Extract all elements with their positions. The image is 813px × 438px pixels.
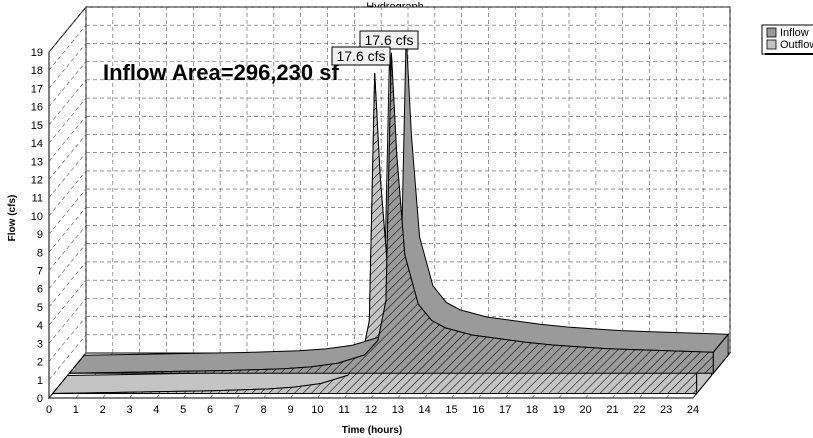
x-tick-label: 10 xyxy=(311,404,323,416)
grid-line-side xyxy=(48,170,87,217)
x-tick-labels: 0 1 2 3 4 5 6 7 8 9 10 11 12 13 14 15 16 17 18 19 20 21 22 23 24 xyxy=(46,404,699,416)
x-tick-label: 21 xyxy=(606,404,618,416)
grid-line-side xyxy=(48,61,87,107)
x-tick-label: 3 xyxy=(126,404,132,416)
grid-line-side xyxy=(48,188,87,235)
grid-line-side xyxy=(48,316,87,362)
x-tick-label: 17 xyxy=(499,404,511,416)
y-tick-label: 13 xyxy=(31,156,43,168)
y-tick-label: 17 xyxy=(31,83,43,95)
grid-line-side xyxy=(48,298,87,344)
x-tick-label: 18 xyxy=(526,404,538,416)
x-tick-label: 22 xyxy=(633,404,645,416)
x-tick-label: 14 xyxy=(419,404,431,416)
y-tick-label: 6 xyxy=(37,284,43,296)
legend-swatch-inflow xyxy=(766,27,777,38)
y-axis-label: Flow (cfs) xyxy=(7,195,18,242)
grid-line-side xyxy=(48,43,87,89)
y-tick-label: 12 xyxy=(31,174,43,186)
y-tick-label: 3 xyxy=(37,338,43,350)
area-end-inflow xyxy=(712,332,729,375)
y-tick-label: 7 xyxy=(37,266,43,278)
y-tick-label: 5 xyxy=(37,302,43,314)
legend-shadow xyxy=(765,53,813,55)
y-tick-label: 14 xyxy=(31,138,43,150)
y-tick-label: 8 xyxy=(37,247,43,259)
x-tick-label: 1 xyxy=(73,404,79,416)
legend-swatch-outflow xyxy=(766,39,777,50)
x-tick-label: 9 xyxy=(287,404,293,416)
y-tick-label: 19 xyxy=(31,47,43,59)
x-tick-label: 13 xyxy=(392,404,404,416)
x-tick-label: 15 xyxy=(445,404,457,416)
legend: InflowOutflow xyxy=(761,24,813,55)
peak-callout-box xyxy=(331,46,391,66)
area-hatch-outflow xyxy=(52,72,697,394)
grid-line-side xyxy=(48,97,87,144)
grid-line-side xyxy=(48,152,87,198)
y-tick-label: 4 xyxy=(37,320,43,332)
x-tick-label: 2 xyxy=(100,404,106,416)
x-tick-label: 8 xyxy=(261,404,267,416)
x-tick-label: 12 xyxy=(365,404,377,416)
grid-line-side xyxy=(48,261,87,308)
grid-line-side xyxy=(48,79,87,126)
grid-line-side xyxy=(48,243,87,289)
area-hatch-inflow xyxy=(69,52,714,374)
grid-line-side xyxy=(48,225,87,271)
x-tick-label: 6 xyxy=(207,404,213,416)
y-tick-label: 1 xyxy=(37,375,43,387)
legend-label-outflow: Outflow xyxy=(780,39,813,51)
x-tick-label: 20 xyxy=(580,404,592,416)
grid-line-side xyxy=(48,207,87,253)
x-tick-label: 23 xyxy=(660,404,672,416)
series-areas xyxy=(51,34,730,395)
grid-line-side xyxy=(48,334,87,380)
x-tick-label: 24 xyxy=(687,404,699,416)
x-tick-label: 16 xyxy=(472,404,484,416)
legend-label-inflow: Inflow xyxy=(780,27,809,39)
x-axis-label: Time (hours) xyxy=(342,425,402,436)
x-tick-label: 0 xyxy=(46,404,52,416)
peak-callout-label: 17.6 cfs xyxy=(336,48,385,64)
y-tick-label: 2 xyxy=(37,357,43,369)
x-tick-label: 11 xyxy=(338,404,349,416)
x-tick-label: 5 xyxy=(180,404,186,416)
peak-callout-label: 17.6 cfs xyxy=(364,32,413,48)
grid-line-side xyxy=(48,116,87,162)
y-tick-label: 11 xyxy=(32,193,43,205)
grid-line-side xyxy=(48,279,87,326)
y-tick-label: 16 xyxy=(31,102,43,114)
grid-line-side xyxy=(48,134,87,180)
grid-line-side xyxy=(48,6,87,53)
x-tick-label: 4 xyxy=(153,404,159,416)
x-tick-label: 7 xyxy=(234,404,240,416)
x-tick-label: 19 xyxy=(553,404,565,416)
y-tick-label: 0 xyxy=(37,393,43,405)
inflow-area-annotation: Inflow Area=296,230 sf xyxy=(103,60,339,85)
y-tick-label: 15 xyxy=(31,120,43,132)
y-tick-label: 18 xyxy=(31,65,43,77)
y-tick-label: 10 xyxy=(31,211,43,223)
grid-line-side xyxy=(48,25,87,71)
y-tick-label: 9 xyxy=(37,229,43,241)
